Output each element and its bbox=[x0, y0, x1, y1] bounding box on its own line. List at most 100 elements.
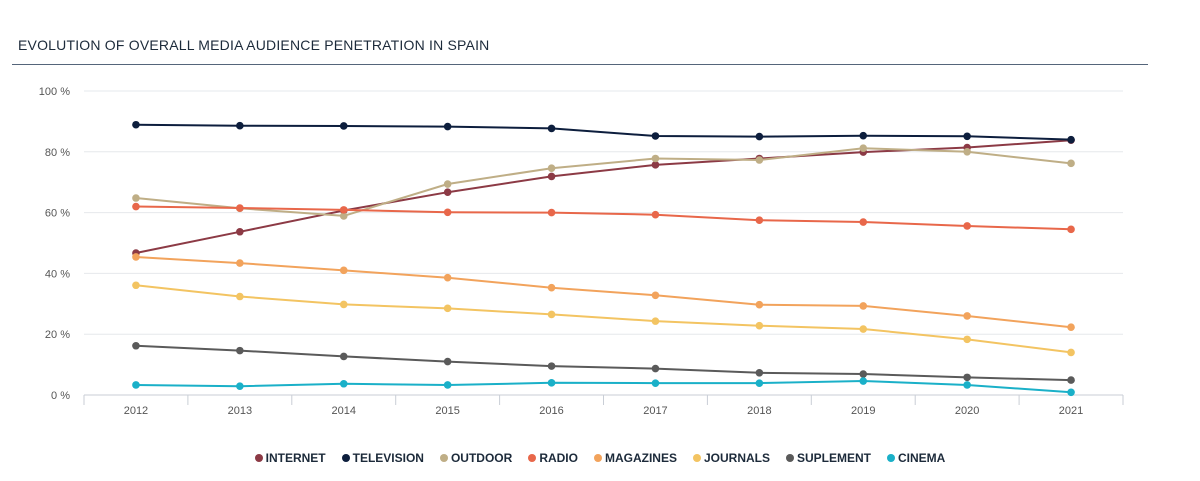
data-point-radio bbox=[755, 216, 764, 224]
data-point-magazines bbox=[859, 302, 868, 310]
y-tick-label: 40 % bbox=[45, 268, 70, 280]
data-point-suplement bbox=[547, 362, 556, 370]
data-point-cinema bbox=[859, 377, 868, 385]
data-point-outdoor bbox=[859, 144, 868, 152]
legend-label: INTERNET bbox=[265, 451, 326, 465]
legend-marker bbox=[528, 454, 537, 462]
x-tick-label: 2019 bbox=[851, 405, 875, 417]
legend-label: RADIO bbox=[539, 451, 578, 465]
series-line-cinema bbox=[135, 379, 1072, 394]
data-point-television bbox=[651, 132, 660, 140]
legend-item-television[interactable]: TELEVISION bbox=[341, 451, 424, 465]
data-point-television bbox=[443, 122, 452, 131]
y-tick-label: 80 % bbox=[45, 147, 70, 159]
y-tick-label: 0 % bbox=[51, 390, 70, 402]
y-tick-label: 20 % bbox=[45, 329, 70, 341]
legend-item-cinema[interactable]: CINEMA bbox=[887, 451, 945, 465]
x-tick-label: 2012 bbox=[124, 405, 148, 417]
data-point-cinema bbox=[236, 382, 244, 390]
legend-item-outdoor[interactable]: OUTDOOR bbox=[439, 451, 513, 465]
data-point-cinema bbox=[132, 381, 140, 389]
legend-marker bbox=[692, 454, 701, 462]
legend-label: JOURNALS bbox=[703, 451, 770, 465]
x-tick-label: 2014 bbox=[332, 405, 356, 417]
data-point-television bbox=[339, 122, 348, 130]
x-tick-label: 2020 bbox=[955, 405, 979, 417]
series-line-outdoor bbox=[135, 147, 1072, 217]
data-point-cinema bbox=[443, 381, 452, 389]
data-point-radio bbox=[132, 202, 140, 211]
legend-item-suplement[interactable]: SUPLEMENT bbox=[786, 451, 871, 465]
data-point-outdoor bbox=[651, 154, 660, 163]
data-point-journals bbox=[1067, 348, 1075, 357]
series-line-radio bbox=[135, 205, 1072, 231]
data-point-cinema bbox=[1067, 388, 1075, 397]
data-point-outdoor bbox=[443, 180, 452, 188]
data-point-journals bbox=[339, 300, 348, 309]
data-point-cinema bbox=[547, 379, 556, 387]
legend-marker bbox=[593, 454, 602, 462]
x-tick-label: 2016 bbox=[539, 405, 563, 417]
data-point-magazines bbox=[963, 312, 971, 320]
legend-marker bbox=[786, 454, 794, 462]
data-point-cinema bbox=[339, 379, 348, 388]
data-point-internet bbox=[443, 188, 452, 197]
legend-item-radio[interactable]: RADIO bbox=[528, 451, 578, 465]
legend-marker bbox=[439, 454, 448, 462]
legend-item-internet[interactable]: INTERNET bbox=[254, 451, 326, 465]
data-point-cinema bbox=[651, 379, 660, 387]
data-point-television bbox=[236, 121, 244, 130]
series-line-journals bbox=[135, 284, 1072, 354]
data-point-suplement bbox=[132, 341, 140, 350]
data-point-suplement bbox=[236, 346, 244, 355]
legend-item-magazines[interactable]: MAGAZINES bbox=[593, 451, 677, 465]
data-point-internet bbox=[547, 172, 556, 181]
data-point-internet bbox=[236, 227, 244, 236]
data-point-cinema bbox=[963, 381, 971, 389]
y-tick-label: 60 % bbox=[45, 208, 70, 220]
data-point-journals bbox=[547, 310, 556, 319]
data-point-internet bbox=[651, 161, 660, 169]
data-point-suplement bbox=[339, 352, 348, 361]
data-point-magazines bbox=[547, 283, 556, 292]
data-point-journals bbox=[236, 292, 244, 301]
series-line-internet bbox=[135, 139, 1072, 254]
x-tick-label: 2021 bbox=[1059, 405, 1083, 417]
title-divider bbox=[12, 64, 1148, 65]
data-point-radio bbox=[651, 210, 660, 219]
data-point-magazines bbox=[132, 253, 140, 261]
data-point-cinema bbox=[755, 379, 764, 387]
data-point-radio bbox=[1067, 225, 1075, 234]
legend-marker bbox=[341, 454, 350, 462]
data-point-outdoor bbox=[339, 212, 348, 220]
data-point-outdoor bbox=[132, 194, 140, 202]
data-point-television bbox=[755, 132, 764, 141]
data-point-magazines bbox=[443, 273, 452, 282]
data-point-journals bbox=[132, 281, 140, 290]
data-point-radio bbox=[963, 222, 971, 230]
data-point-television bbox=[859, 131, 868, 140]
data-point-radio bbox=[547, 208, 556, 217]
legend-label: SUPLEMENT bbox=[797, 451, 872, 465]
data-point-radio bbox=[859, 218, 868, 226]
data-point-magazines bbox=[236, 259, 244, 267]
data-point-journals bbox=[755, 321, 764, 330]
data-point-outdoor bbox=[755, 156, 764, 164]
data-point-journals bbox=[963, 335, 971, 344]
legend-label: TELEVISION bbox=[352, 451, 424, 465]
data-point-suplement bbox=[443, 357, 452, 366]
data-point-television bbox=[132, 120, 140, 129]
legend-item-journals[interactable]: JOURNALS bbox=[692, 451, 770, 465]
legend-label: OUTDOOR bbox=[450, 451, 513, 465]
line-chart: 0 % 20 % 40 % 60 % 80 % 100 % 2012 2013 2014 2015… bbox=[39, 86, 1124, 417]
data-point-television bbox=[1067, 135, 1075, 144]
data-point-magazines bbox=[339, 266, 348, 275]
data-point-suplement bbox=[755, 369, 764, 377]
series-line-magazines bbox=[135, 256, 1072, 329]
data-point-magazines bbox=[1067, 323, 1075, 332]
data-point-television bbox=[963, 132, 971, 141]
legend-label: MAGAZINES bbox=[604, 451, 677, 465]
data-point-outdoor bbox=[547, 164, 556, 173]
data-point-journals bbox=[859, 325, 868, 333]
data-point-suplement bbox=[1067, 376, 1075, 384]
